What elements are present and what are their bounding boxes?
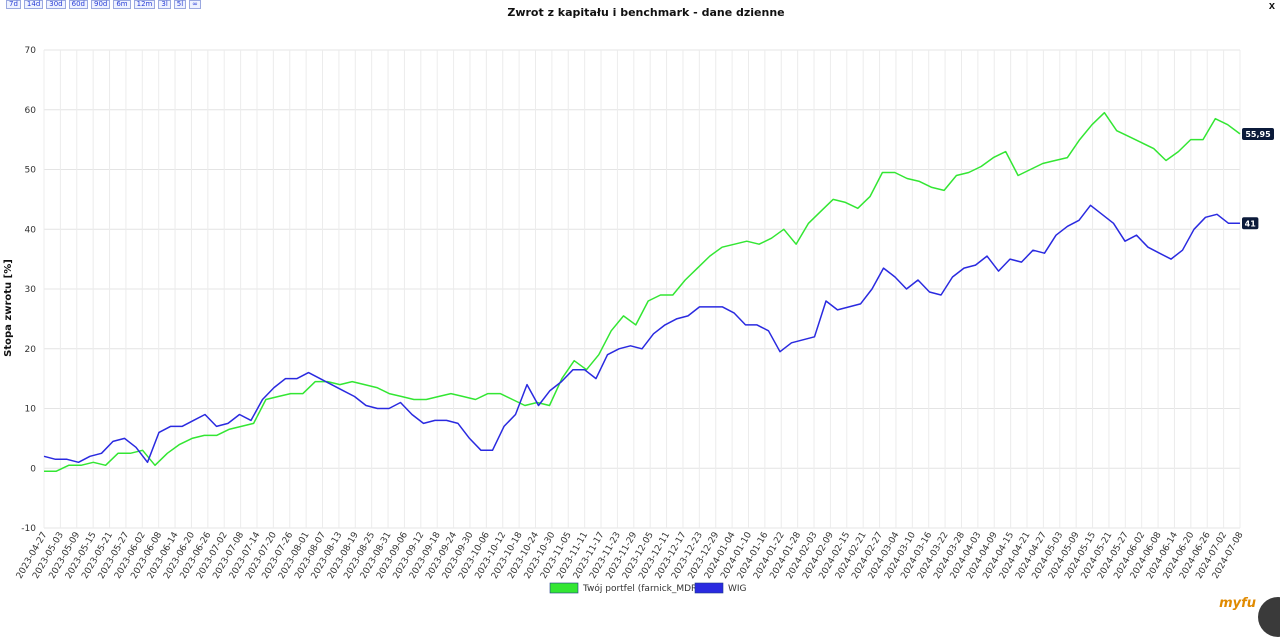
range-button-8[interactable]: 5l	[173, 0, 187, 9]
range-button-4[interactable]: 90d	[90, 0, 111, 9]
close-icon[interactable]: x	[1268, 0, 1275, 12]
y-tick-label: 0	[30, 464, 36, 474]
legend: Twój portfel (farnick_MDRC) WIG	[549, 582, 747, 594]
x-axis: 2023-04-272023-05-032023-05-092023-05-15…	[15, 530, 1246, 581]
end-label-box	[1242, 217, 1259, 230]
y-tick-label: 20	[25, 345, 37, 355]
range-button-1[interactable]: 14d	[23, 0, 44, 9]
series-line-1	[43, 204, 1240, 464]
y-tick-label: 50	[25, 166, 37, 176]
range-button-9[interactable]: ∞	[189, 0, 202, 9]
range-button-7[interactable]: 3l	[158, 0, 171, 9]
end-labels: 55,95 41	[1242, 127, 1274, 230]
y-tick-label: 60	[25, 106, 37, 116]
legend-label: WIG	[728, 584, 747, 594]
range-button-0[interactable]: 7d	[6, 0, 21, 9]
legend-swatch	[694, 582, 724, 594]
y-axis: -10 0 10 20 30 40 50 60 70	[21, 46, 36, 534]
range-button-3[interactable]: 60d	[68, 0, 88, 9]
legend-swatch	[549, 582, 579, 594]
range-button-2[interactable]: 30d	[46, 0, 66, 9]
range-selector: 7d 14d 30d 60d 90d 6m 12m 3l 5l ∞	[6, 0, 202, 9]
y-tick-label: 30	[25, 285, 37, 295]
y-axis-title: Stopa zwrotu [%]	[3, 259, 14, 357]
end-label-text: 55,95	[1245, 130, 1271, 139]
series-lines	[43, 111, 1241, 472]
end-label-text: 41	[1245, 219, 1257, 228]
series-line-0	[44, 111, 1241, 472]
line-chart: Zwrot z kapitału i benchmark - dane dzie…	[3, 6, 1274, 594]
end-label-box	[1242, 127, 1274, 140]
legend-label: Twój portfel (farnick_MDRC)	[582, 583, 707, 594]
range-button-6[interactable]: 12m	[133, 0, 156, 9]
y-tick-label: 40	[25, 225, 37, 235]
y-tick-label: 10	[25, 405, 37, 415]
range-button-5[interactable]: 6m	[113, 0, 131, 9]
chart-title: Zwrot z kapitału i benchmark - dane dzie…	[507, 6, 784, 19]
y-tick-label: 70	[25, 46, 37, 56]
brand-logo: myfu	[1219, 596, 1256, 611]
y-tick-label: -10	[21, 524, 36, 534]
chart-grid	[43, 49, 1241, 529]
